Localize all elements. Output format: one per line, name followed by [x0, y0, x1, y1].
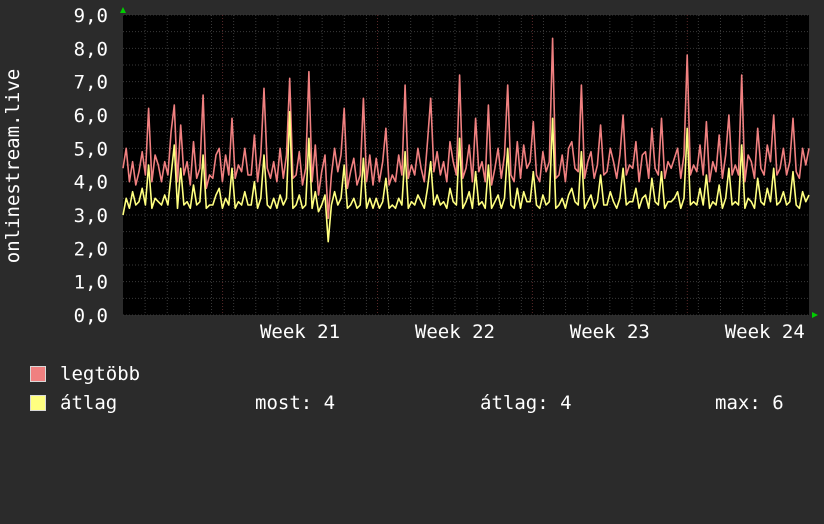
y-axis-arrow — [120, 7, 126, 13]
legend-label-avg: átlag — [60, 392, 118, 414]
series-lines — [122, 37, 810, 243]
axis-arrows — [120, 7, 818, 318]
series-line-max — [122, 37, 810, 220]
legend-row-avg: átlag most: 4 átlag: 4 max: 6 — [30, 392, 820, 414]
y-axis-title: onlinestream.live — [2, 69, 24, 263]
y-tick-label: 7,0 — [74, 72, 108, 94]
x-axis-arrow — [812, 312, 818, 318]
x-tick-labels: Week 21 Week 22 Week 23 Week 24 — [260, 321, 805, 343]
x-tick-label: Week 23 — [570, 321, 650, 343]
stat-max: max: 6 — [715, 392, 784, 414]
stat-atlag: átlag: 4 — [480, 392, 572, 414]
series-line-avg — [122, 110, 810, 243]
x-tick-label: Week 22 — [415, 321, 495, 343]
chart: onlinestream.live 0,0 1,0 2,0 3,0 4,0 5,0 6,0 7… — [2, 5, 818, 343]
y-tick-label: 9,0 — [74, 5, 108, 27]
y-tick-label: 5,0 — [74, 138, 108, 160]
y-tick-label: 0,0 — [74, 305, 108, 327]
y-tick-label: 4,0 — [74, 172, 108, 194]
y-axis-title-group: onlinestream.live — [2, 69, 24, 263]
legend-row-max: legtöbb — [30, 363, 820, 385]
y-tick-label: 2,0 — [74, 238, 108, 260]
legend-swatch-avg — [30, 395, 46, 411]
x-tick-label: Week 21 — [260, 321, 340, 343]
stat-most: most: 4 — [255, 392, 336, 414]
y-tick-label: 1,0 — [74, 272, 108, 294]
x-tick-label: Week 24 — [725, 321, 805, 343]
y-tick-label: 6,0 — [74, 105, 108, 127]
y-tick-labels: 0,0 1,0 2,0 3,0 4,0 5,0 6,0 7,0 8,0 9,0 — [74, 5, 108, 327]
legend-label-max: legtöbb — [60, 363, 141, 385]
legend-swatch-max — [30, 366, 46, 382]
y-tick-label: 3,0 — [74, 205, 108, 227]
y-tick-label: 8,0 — [74, 38, 108, 60]
